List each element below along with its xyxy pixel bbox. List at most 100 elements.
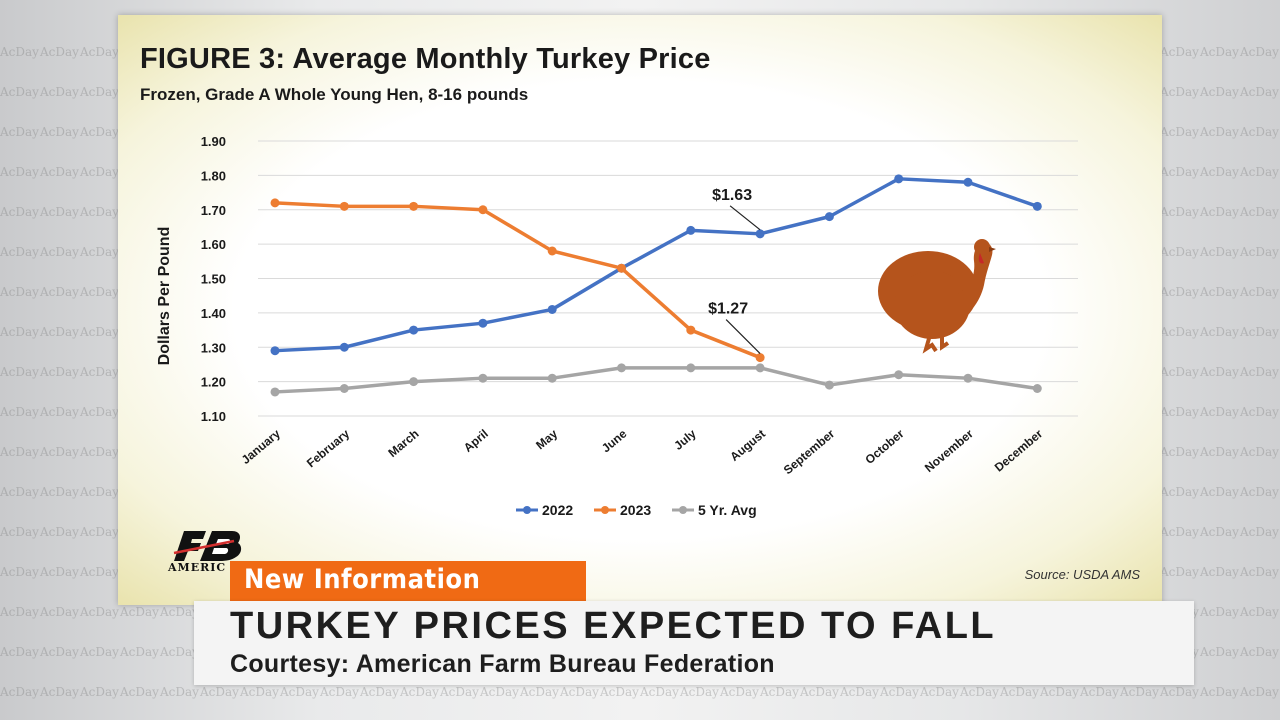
legend-item: 5 Yr. Avg bbox=[672, 502, 757, 518]
watermark-text: AcDay bbox=[80, 325, 119, 339]
series-5-yr-avg bbox=[270, 363, 1042, 397]
legend-swatch-marker bbox=[523, 506, 531, 514]
data-point bbox=[963, 373, 973, 383]
watermark-text: AcDay bbox=[1200, 125, 1239, 139]
series-line bbox=[274, 201, 761, 360]
legend-label: 2022 bbox=[542, 502, 573, 518]
watermark-text: AcDay bbox=[120, 645, 159, 659]
watermark-text: AcDay bbox=[1200, 165, 1239, 179]
x-tick-label: January bbox=[239, 426, 284, 467]
watermark-text: AcDay bbox=[0, 605, 39, 619]
watermark-text: AcDay bbox=[840, 685, 879, 699]
watermark-text: AcDay bbox=[40, 685, 79, 699]
watermark-text: AcDay bbox=[0, 205, 39, 219]
watermark-text: AcDay bbox=[0, 565, 39, 579]
watermark-text: AcDay bbox=[80, 405, 119, 419]
y-axis-ticks: 1.90 1.80 1.70 1.60 1.50 1.40 1.30 1.20 1.10 bbox=[201, 134, 226, 424]
watermark-text: AcDay bbox=[1240, 165, 1279, 179]
data-point bbox=[755, 229, 765, 239]
data-point bbox=[894, 370, 904, 380]
watermark-text: AcDay bbox=[1240, 125, 1279, 139]
watermark-text: AcDay bbox=[1240, 405, 1279, 419]
watermark-text: AcDay bbox=[600, 685, 639, 699]
watermark-text: AcDay bbox=[1200, 685, 1239, 699]
x-tick-label: November bbox=[922, 426, 976, 475]
watermark-text: AcDay bbox=[80, 525, 119, 539]
line-chart: 1.90 1.80 1.70 1.60 1.50 1.40 1.30 1.20 1.10 Dol… bbox=[156, 134, 1078, 518]
watermark-text: AcDay bbox=[40, 525, 79, 539]
watermark-text: AcDay bbox=[1160, 165, 1199, 179]
watermark-text: AcDay bbox=[80, 45, 119, 59]
chart-subtitle: Frozen, Grade A Whole Young Hen, 8-16 po… bbox=[140, 85, 529, 104]
watermark-text: AcDay bbox=[1240, 445, 1279, 459]
watermark-text: AcDay bbox=[80, 445, 119, 459]
watermark-text: AcDay bbox=[280, 685, 319, 699]
data-point bbox=[409, 325, 419, 335]
data-point bbox=[270, 387, 280, 397]
watermark-text: AcDay bbox=[80, 685, 119, 699]
watermark-text: AcDay bbox=[1200, 205, 1239, 219]
x-tick-label: February bbox=[304, 426, 353, 470]
watermark-text: AcDay bbox=[120, 605, 159, 619]
x-axis-ticks: January February March April May June July Augu… bbox=[239, 426, 1046, 477]
watermark-text: AcDay bbox=[1240, 325, 1279, 339]
watermark-text: AcDay bbox=[160, 645, 199, 659]
watermark-text: AcDay bbox=[80, 605, 119, 619]
watermark-text: AcDay bbox=[80, 205, 119, 219]
annotations: $1.63 $1.27 bbox=[708, 187, 761, 354]
watermark-text: AcDay bbox=[400, 685, 439, 699]
series-layer bbox=[270, 174, 1042, 397]
new-information-banner: New Information bbox=[230, 561, 586, 601]
x-tick-label: December bbox=[992, 426, 1046, 474]
x-tick-label: July bbox=[671, 426, 699, 452]
legend-swatch-marker bbox=[679, 506, 687, 514]
watermark-text: AcDay bbox=[1200, 325, 1239, 339]
watermark-text: AcDay bbox=[40, 605, 79, 619]
watermark-text: AcDay bbox=[1000, 685, 1039, 699]
y-tick-label: 1.40 bbox=[201, 306, 226, 321]
data-point bbox=[1032, 384, 1042, 393]
lower-third: TURKEY PRICES EXPECTED TO FALL Courtesy:… bbox=[194, 601, 1194, 685]
data-point bbox=[547, 246, 557, 256]
series-2022 bbox=[270, 174, 1042, 356]
watermark-text: AcDay bbox=[40, 205, 79, 219]
watermark-text: AcDay bbox=[1160, 445, 1199, 459]
watermark-text: AcDay bbox=[0, 125, 39, 139]
y-tick-label: 1.70 bbox=[201, 203, 226, 218]
watermark-text: AcDay bbox=[1240, 645, 1279, 659]
watermark-text: AcDay bbox=[1160, 365, 1199, 379]
data-point bbox=[339, 201, 349, 211]
x-tick-label: August bbox=[727, 427, 768, 464]
watermark-text: AcDay bbox=[1240, 245, 1279, 259]
data-point bbox=[547, 373, 557, 383]
watermark-text: AcDay bbox=[1200, 245, 1239, 259]
watermark-text: AcDay bbox=[80, 565, 119, 579]
watermark-text: AcDay bbox=[520, 685, 559, 699]
x-tick-label: May bbox=[533, 426, 560, 452]
legend-item: 2022 bbox=[516, 502, 573, 518]
watermark-text: AcDay bbox=[1200, 525, 1239, 539]
y-tick-label: 1.80 bbox=[201, 168, 226, 183]
watermark-text: AcDay bbox=[80, 285, 119, 299]
x-tick-label: March bbox=[385, 427, 421, 460]
watermark-text: AcDay bbox=[1240, 365, 1279, 379]
data-point bbox=[478, 373, 488, 383]
watermark-text: AcDay bbox=[1160, 45, 1199, 59]
watermark-text: AcDay bbox=[1160, 685, 1199, 699]
watermark-text: AcDay bbox=[0, 245, 39, 259]
data-point bbox=[894, 174, 904, 184]
banner-label: New Information bbox=[244, 564, 481, 595]
watermark-text: AcDay bbox=[0, 445, 39, 459]
data-point bbox=[617, 263, 626, 273]
data-point bbox=[755, 353, 765, 363]
watermark-text: AcDay bbox=[1200, 45, 1239, 59]
watermark-text: AcDay bbox=[160, 605, 199, 619]
data-point bbox=[963, 177, 973, 187]
watermark-text: AcDay bbox=[40, 285, 79, 299]
watermark-text: AcDay bbox=[1160, 405, 1199, 419]
courtesy-line: Courtesy: American Farm Bureau Federatio… bbox=[230, 650, 775, 678]
data-point bbox=[824, 380, 834, 390]
watermark-text: AcDay bbox=[0, 285, 39, 299]
data-point bbox=[755, 363, 765, 373]
watermark-text: AcDay bbox=[80, 245, 119, 259]
